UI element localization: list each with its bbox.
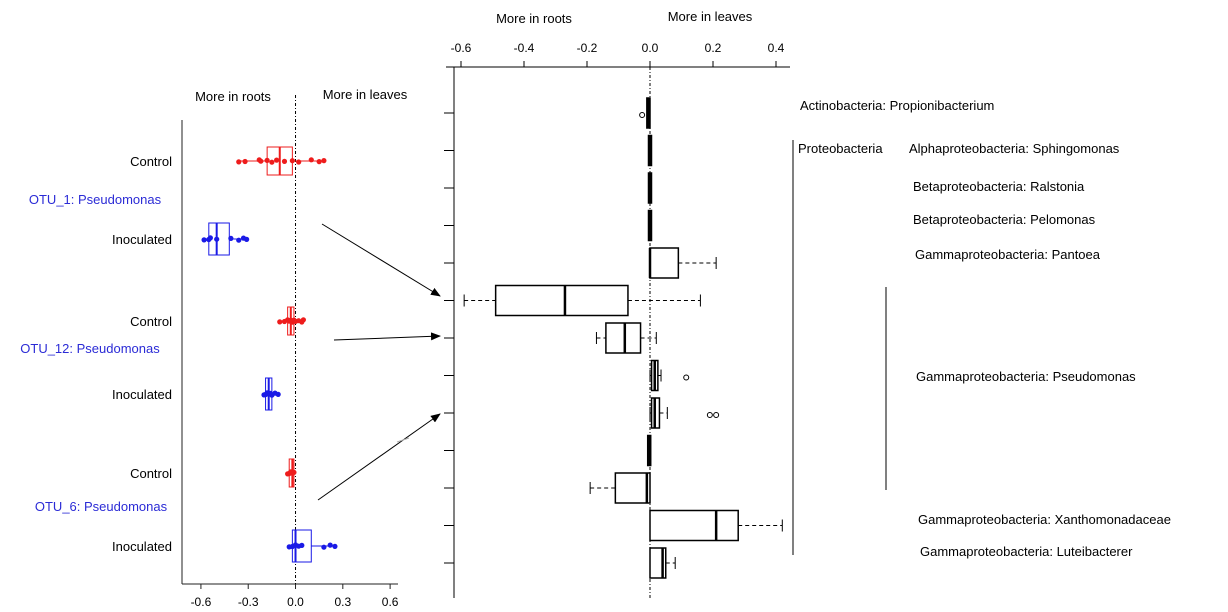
right-boxplot-panel: More in roots More in leaves -0.6 -0.4 -0.…: [444, 9, 790, 598]
left-control-label: Control: [130, 466, 172, 481]
right-outlier: [706, 412, 713, 418]
left-data-point: [275, 391, 281, 397]
left-x-tick-label: 0.6: [382, 595, 399, 609]
right-outlier: [713, 412, 720, 418]
annot-gamma-luteibacterer: Gammaproteobacteria: Luteibacterer: [920, 544, 1133, 559]
left-data-point: [308, 157, 314, 163]
left-data-point: [296, 159, 302, 165]
otu-link-arrows: [317, 223, 441, 501]
right-box: [605, 322, 642, 354]
left-otu-label: OTU_1: Pseudomonas: [29, 192, 162, 207]
left-inoculated-label: Inoculated: [112, 387, 172, 402]
right-x-tick-label: -0.4: [514, 41, 535, 55]
left-x-tick-label: -0.3: [238, 595, 259, 609]
arrow-otu1: [321, 223, 441, 297]
left-data-point: [269, 159, 275, 165]
annot-proteobacteria: Proteobacteria: [798, 141, 883, 156]
left-data-point: [214, 236, 220, 242]
right-x-tick-label: 0.4: [768, 41, 785, 55]
left-data-point: [332, 543, 338, 550]
right-box: [494, 284, 629, 317]
left-x-tick-label: 0.0: [287, 595, 304, 609]
left-data-point: [277, 319, 283, 325]
left-data-point: [321, 158, 327, 164]
annot-alpha-sphingomonas: Alphaproteobacteria: Sphingomonas: [909, 141, 1120, 156]
left-data-point: [258, 158, 264, 164]
right-header-leaves: More in leaves: [668, 9, 753, 24]
left-data-point: [327, 542, 333, 548]
left-data-point: [281, 158, 288, 164]
left-header-roots: More in roots: [195, 89, 271, 104]
left-otu-label: OTU_6: Pseudomonas: [35, 499, 168, 514]
annot-actinobacteria: Actinobacteria: Propionibacterium: [800, 98, 994, 113]
left-otu-label: OTU_12: Pseudomonas: [20, 341, 160, 356]
left-data-point: [201, 237, 207, 243]
left-control-label: Control: [130, 154, 172, 169]
left-data-point: [321, 544, 327, 550]
left-x-tick-label: -0.6: [191, 595, 212, 609]
left-data-point: [244, 236, 250, 242]
left-data-point: [207, 235, 213, 241]
annot-beta-pelomonas: Betaproteobacteria: Pelomonas: [913, 212, 1096, 227]
right-outlier: [683, 374, 690, 381]
left-boxplot-panel: More in roots More in leaves -0.6 -0.3 0.0…: [20, 87, 407, 609]
left-data-point: [228, 235, 234, 241]
right-outlier: [639, 112, 646, 118]
annot-gamma-xanthomonadaceae: Gammaproteobacteria: Xanthomonadaceae: [918, 512, 1171, 527]
left-data-point: [264, 157, 270, 163]
left-data-point: [236, 237, 242, 243]
left-control-label: Control: [130, 314, 172, 329]
stray-mark: [396, 437, 410, 443]
arrow-otu12: [333, 332, 441, 341]
left-inoculated-label: Inoculated: [112, 232, 172, 247]
taxonomy-annotations: Actinobacteria: Propionibacterium Proteo…: [792, 98, 1171, 559]
left-data-point: [300, 317, 307, 323]
left-data-point: [316, 159, 322, 165]
annot-gamma-pantoea: Gammaproteobacteria: Pantoea: [915, 247, 1101, 262]
left-data-point: [273, 157, 280, 163]
left-data-point: [291, 469, 297, 475]
right-header-roots: More in roots: [496, 11, 572, 26]
left-data-point: [236, 159, 242, 165]
right-x-tick-label: 0.0: [642, 41, 659, 55]
left-data-point: [289, 158, 295, 164]
right-x-tick-label: -0.6: [451, 41, 472, 55]
annot-gamma-pseudomonas: Gammaproteobacteria: Pseudomonas: [916, 369, 1136, 384]
right-box: [649, 547, 667, 579]
left-x-tick-label: 0.3: [334, 595, 351, 609]
right-box: [649, 247, 680, 279]
left-header-leaves: More in leaves: [323, 87, 408, 102]
annot-beta-ralstonia: Betaproteobacteria: Ralstonia: [913, 179, 1085, 194]
arrow-otu6: [317, 413, 441, 501]
left-data-point: [242, 158, 248, 165]
left-data-point: [299, 542, 305, 549]
right-box: [614, 472, 651, 504]
right-x-tick-label: -0.2: [577, 41, 598, 55]
right-box: [649, 509, 739, 542]
left-inoculated-label: Inoculated: [112, 539, 172, 554]
right-x-tick-label: 0.2: [705, 41, 722, 55]
